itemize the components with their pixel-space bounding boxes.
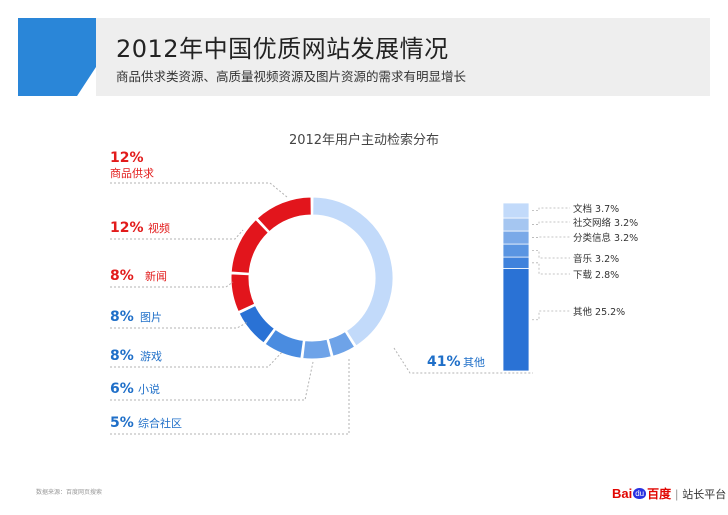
pie-slice-percent: 8%	[110, 309, 134, 325]
bar-leader-line	[532, 236, 570, 238]
pie-slice-name: 图片	[140, 311, 162, 324]
pie-slice	[256, 196, 312, 233]
bar-segment	[502, 268, 530, 372]
pie-slice-percent: 12%	[110, 150, 144, 166]
bar-segment	[502, 230, 530, 245]
logo-platform: 站长平台	[682, 487, 727, 501]
pie-slice-percent: 41%	[427, 354, 461, 370]
bar-leader-line	[532, 207, 570, 211]
pie-slice-name: 商品供求	[110, 166, 154, 180]
bar-leader-line	[532, 310, 570, 321]
bar-segment-label: 文档 3.7%	[573, 203, 619, 215]
chart-title: 2012年用户主动检索分布	[289, 132, 439, 148]
pie-slice-name: 其他	[463, 356, 485, 369]
leader-line	[110, 361, 314, 401]
paw-icon: du	[633, 488, 647, 499]
pie-slice	[230, 218, 270, 274]
header-band	[96, 18, 710, 96]
leader-line	[110, 182, 288, 198]
pie-slice	[238, 304, 276, 344]
pie-slice-percent: 12%	[110, 220, 144, 236]
pie-slice-percent: 8%	[110, 348, 134, 364]
pie-slice	[264, 328, 304, 359]
bar-segment-label: 下载 2.8%	[573, 269, 619, 281]
bar-segment	[502, 256, 530, 269]
logo-baidu-cn: 百度	[647, 487, 672, 501]
bar-leader-line	[532, 262, 570, 275]
logo-bai: Bai	[612, 486, 633, 501]
bar-segment-label: 音乐 3.2%	[573, 253, 619, 265]
bar-leader-line	[532, 221, 570, 225]
leader-line	[110, 229, 244, 240]
pie-slice	[327, 330, 356, 357]
pie-slice-name: 游戏	[140, 350, 162, 363]
leader-line	[110, 281, 234, 288]
pie-slice-percent: 5%	[110, 415, 134, 431]
pie-slice-percent: 8%	[110, 268, 134, 284]
pie-slice-name: 视频	[148, 221, 170, 235]
pie-slice	[312, 196, 394, 347]
baidu-logo: Bai du 百度 | 站长平台	[612, 485, 726, 502]
pie-slice-name: 综合社区	[138, 416, 182, 430]
pie-slice-percent: 6%	[110, 381, 134, 397]
pie-slice-name: 新闻	[145, 269, 167, 283]
bar-segment-label: 分类信息 3.2%	[573, 232, 638, 244]
bar-leader-line	[532, 250, 570, 259]
data-source: 数据来源：百度网页搜索	[36, 489, 103, 496]
leader-line	[110, 350, 284, 368]
pie-slice	[230, 273, 256, 313]
leader-line	[393, 347, 533, 374]
bar-segment	[502, 217, 530, 232]
page-subtitle: 商品供求类资源、高质量视频资源及图片资源的需求有明显增长	[116, 69, 467, 84]
logo-separator: |	[675, 486, 679, 501]
pie-slice	[302, 338, 332, 360]
bar-segment	[502, 243, 530, 258]
bar-segment-label: 其他 25.2%	[573, 306, 625, 318]
bar-segment-label: 社交网络 3.2%	[573, 217, 638, 229]
bar-segment	[502, 202, 530, 219]
page-title: 2012年中国优质网站发展情况	[116, 35, 449, 63]
pie-slice-name: 小说	[138, 382, 160, 396]
